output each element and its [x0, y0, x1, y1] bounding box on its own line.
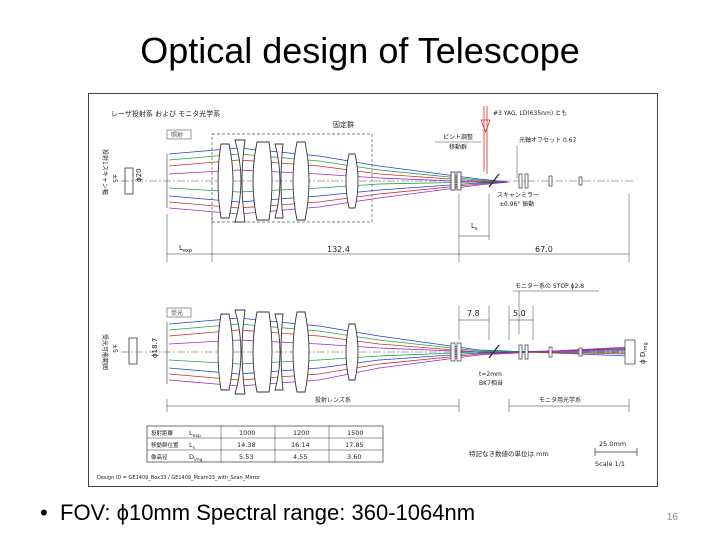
slide-title: Optical design of Telescope	[140, 30, 580, 71]
table-cell: 1000	[239, 429, 256, 437]
table-row-label: 投射距離	[151, 429, 174, 437]
table-cell: 3.60	[347, 453, 361, 461]
units-note: 特記なき数値の単位は mm	[469, 449, 549, 458]
scan-mirror-label: スキャンミラー	[497, 192, 539, 199]
phi20-label: ϕ20	[135, 168, 143, 182]
scan-mirror-bottom	[488, 344, 500, 359]
laser-input	[480, 106, 491, 174]
tilt-offset-label: 光軸オフセット 0.67	[519, 136, 576, 144]
table-cell: 5.53	[239, 453, 253, 461]
bottom-left-label: 受光可能範囲	[101, 334, 109, 370]
arrow-left-box	[166, 129, 192, 140]
plate-t-label: t=2mm	[479, 371, 502, 378]
monitor-optics-label: モニタ用光学系	[539, 396, 581, 404]
bullet-dot: •	[40, 500, 48, 525]
table-row-sym: Dimg	[189, 453, 203, 463]
moving-group-label: 移動群	[449, 143, 467, 151]
ls-label: Ls	[471, 222, 478, 232]
table-row-sym: Lexp	[189, 429, 201, 439]
monitor-lenses-bottom	[450, 339, 636, 365]
table-cell: 16.14	[291, 441, 310, 449]
dim-67-0: 67.0	[535, 245, 553, 254]
bullet-item: • FOV: ϕ10mm Spectral range: 360-1064nm	[40, 500, 475, 526]
projection-lens-label: 投射レンズ系	[315, 396, 351, 404]
bottom-pm5: ±5	[111, 344, 118, 353]
table-cell: 17.85	[345, 441, 364, 449]
table-cell: 1200	[293, 429, 310, 437]
table-cell: 4.55	[293, 453, 307, 461]
phi-dimg-label: ϕ Dimg	[639, 342, 649, 364]
parameter-table: 投射距離 Lexp 1000 1200 1500 移動群位置 Ls 14.38 …	[146, 425, 384, 463]
dim-132-4: 132.4	[327, 245, 350, 254]
fixed-group-box	[211, 133, 373, 223]
scale-label: Scale 1/1	[595, 460, 625, 468]
scale-length: 25.0mm	[599, 440, 626, 448]
fixed-lens-group-top	[217, 139, 359, 223]
focus-adjust-label: ピント調整	[443, 133, 473, 141]
page-number: 16	[666, 512, 678, 523]
table-row-label: 移動群位置	[151, 441, 179, 449]
fixed-lens-group-bottom	[217, 309, 359, 395]
design-id: Design ID = GE1409_Box33 / GE1409_Mcam33…	[97, 475, 261, 481]
bullet-text: FOV: ϕ10mm Spectral range: 360-1064nm	[60, 500, 476, 525]
arrow-left-label: 照射	[171, 131, 183, 139]
dim-7-8: 7.8	[467, 309, 480, 318]
return-label: 受光	[171, 309, 183, 317]
monitor-lenses-top	[518, 173, 583, 189]
moving-lens-group-top	[450, 171, 462, 191]
phi187-label: ϕ18.7	[151, 338, 159, 358]
table-row-sym: Ls	[189, 441, 196, 451]
optical-design-figure: レーザ投射系 および モニタ光学系 固定群 投射1スキャン幅 ±5 ϕ20 照射…	[88, 93, 658, 487]
table-row-label: 像高径	[151, 453, 168, 461]
lexp-label: Lexp	[179, 244, 192, 254]
table-cell: 14.38	[237, 441, 256, 449]
plate-mat-label: BK7相当	[479, 379, 503, 387]
object-plane-top	[124, 167, 134, 195]
fixed-group-label: 固定群	[333, 120, 354, 129]
scan-mirror-top	[488, 173, 500, 188]
figure-header: レーザ投射系 および モニタ光学系	[111, 109, 220, 118]
laser-note: #3 YAG, LD(635nm) とも	[493, 110, 567, 117]
scan-angle-label: ±0.96° 振動	[499, 200, 534, 208]
top-left-label: 投射1スキャン幅	[101, 149, 109, 195]
monitor-stop-label: モニター系の STOP ϕ2.8	[515, 282, 584, 290]
dim-5-0: 5.0	[513, 309, 526, 318]
object-plane-bottom	[128, 337, 138, 365]
return-box	[166, 307, 192, 318]
table-cell: 1500	[347, 429, 364, 437]
top-pm5: ±5	[111, 174, 118, 183]
